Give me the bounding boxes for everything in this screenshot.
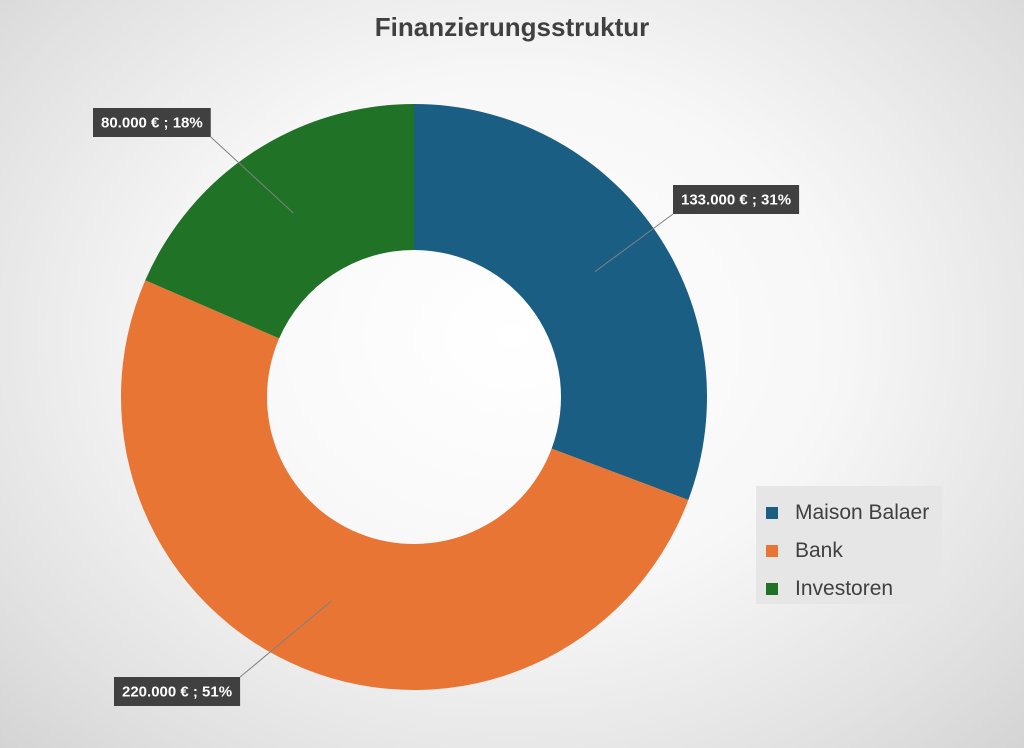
chart-legend: Maison Balaer Bank Investoren [756,486,942,604]
legend-swatch [766,507,778,519]
legend-label: Maison Balaer [795,501,930,524]
data-label-box-maison-balaer [673,185,800,214]
leader-line-bank [239,600,332,678]
leader-line-investoren [210,136,294,214]
donut-slice-investoren [145,104,414,339]
data-label-bank: 220.000 € ; 51% [122,684,232,701]
legend-label: Investoren [795,577,894,600]
legend-item-bank: Bank [766,532,942,570]
legend-item-maison-balaer: Maison Balaer [766,494,942,532]
legend-swatch [766,583,778,595]
chart-title: Finanzierungsstruktur [374,12,650,42]
legend-item-investoren: Investoren [766,570,942,608]
donut-slice-bank [120,280,689,691]
data-label-investoren: 80.000 € ; 18% [101,115,203,132]
donut-slice-maison-balaer [414,104,708,500]
legend-label: Bank [795,539,843,562]
data-label-maison-balaer: 133.000 € ; 31% [681,192,791,209]
data-label-box-investoren [93,108,211,137]
leader-line-maison-balaer [594,213,674,273]
legend-swatch [766,545,778,557]
data-label-box-bank [114,677,241,706]
